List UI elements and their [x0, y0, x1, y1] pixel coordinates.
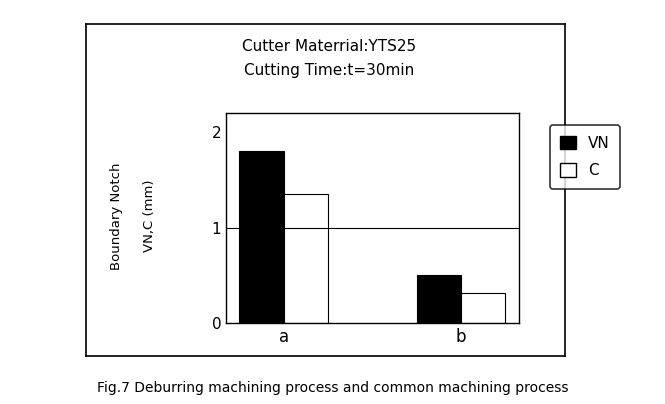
- Text: Cutter Materrial:YTS25: Cutter Materrial:YTS25: [242, 39, 416, 54]
- Text: Fig.7 Deburring machining process and common machining process: Fig.7 Deburring machining process and co…: [96, 381, 569, 395]
- Text: Boundary Notch: Boundary Notch: [110, 162, 123, 270]
- Bar: [461, 292, 505, 323]
- Bar: [284, 194, 328, 323]
- Bar: [417, 276, 461, 323]
- Text: Cutting Time:t=30min: Cutting Time:t=30min: [244, 63, 414, 78]
- Text: VN,C (mm): VN,C (mm): [143, 180, 156, 252]
- Bar: [239, 152, 284, 323]
- Legend: VN, C: VN, C: [550, 125, 620, 189]
